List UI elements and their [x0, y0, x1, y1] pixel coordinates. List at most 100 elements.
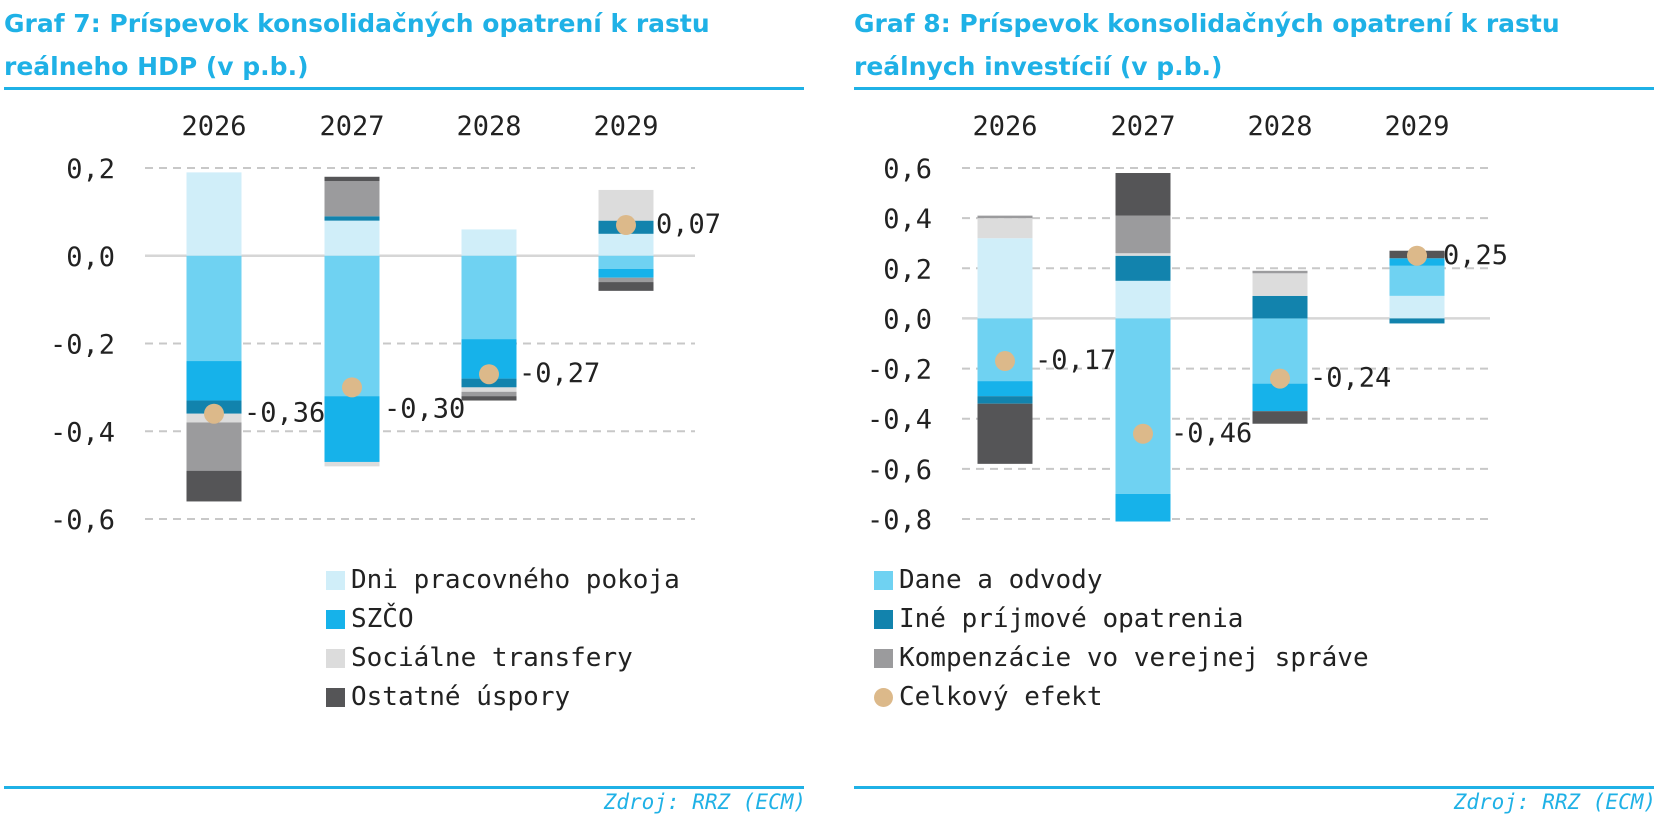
bar-segment	[1389, 318, 1445, 324]
bar-segment	[598, 255, 654, 269]
legend-label: Sociálne transfery	[351, 643, 633, 673]
legend-swatch	[874, 610, 893, 629]
y-tick-label: 0,6	[883, 154, 932, 185]
legend-label: Dane a odvody	[899, 565, 1103, 595]
legend-item: Celkový efekt	[874, 682, 1103, 712]
total-data-label: -0,24	[1310, 363, 1391, 394]
title-divider	[854, 87, 1654, 90]
bar-segment	[1115, 318, 1171, 494]
total-data-label: -0,17	[1035, 345, 1116, 376]
bar-segment	[324, 255, 380, 397]
legend-label: SZČO	[351, 604, 414, 634]
x-tick-label: 2027	[319, 111, 384, 142]
bar-segment	[598, 282, 654, 291]
legend-item: Dane a odvody	[874, 565, 1103, 595]
legend-swatch	[326, 688, 345, 707]
chart-title: Graf 8: Príspevok konsolidačných opatren…	[854, 2, 1654, 88]
chart-title: Graf 7: Príspevok konsolidačných opatren…	[4, 2, 804, 88]
legend-swatch	[326, 571, 345, 590]
bar-segment	[186, 422, 242, 471]
legend-item: Iné príjmové opatrenia	[874, 604, 1243, 634]
y-tick-label: 0,2	[883, 254, 932, 285]
total-data-label: -0,36	[244, 398, 325, 429]
bar-segment	[1115, 493, 1171, 522]
legend-label: Kompenzácie vo verejnej správe	[899, 643, 1369, 673]
x-tick-label: 2026	[972, 111, 1037, 142]
legend-label: Ostatné úspory	[351, 682, 571, 712]
total-marker	[342, 377, 362, 398]
bar-segment	[1115, 215, 1171, 254]
bar-segment	[1252, 411, 1308, 424]
chart-plot-area: 2026 2027 2028 2029 0,2 0,0 -0,2 -0,4 -0,6 -0,36 -…	[50, 111, 721, 536]
legend-label: Celkový efekt	[899, 682, 1103, 712]
chart-panel-graf-7: Graf 7: Príspevok konsolidačných opatren…	[0, 0, 806, 825]
bar-segment	[324, 181, 380, 217]
title-divider	[4, 87, 804, 90]
y-tick-label: -0,8	[867, 505, 932, 536]
y-tick-label: 0,4	[883, 204, 932, 235]
legend-swatch	[874, 649, 893, 668]
y-tick-label: 0,0	[66, 242, 115, 273]
legend-swatch	[874, 571, 893, 590]
legend-item: Kompenzácie vo verejnej správe	[874, 643, 1369, 673]
total-marker	[204, 403, 224, 424]
bar-segment	[186, 172, 242, 256]
total-marker	[995, 351, 1015, 372]
bar-segment	[1115, 255, 1171, 281]
legend-item: Ostatné úspory	[326, 682, 570, 712]
chart-panel-graf-8: Graf 8: Príspevok konsolidačných opatren…	[850, 0, 1656, 825]
total-marker	[616, 215, 636, 236]
bar-segment	[598, 233, 654, 256]
x-tick-label: 2026	[181, 111, 246, 142]
total-data-label: -0,27	[519, 358, 600, 389]
y-tick-label: -0,6	[50, 505, 115, 536]
legend-item: SZČO	[326, 604, 414, 634]
legend-item: Sociálne transfery	[326, 643, 633, 673]
bar-segment	[1115, 280, 1171, 319]
y-tick-label: -0,4	[50, 417, 115, 448]
bar-segment	[461, 396, 517, 401]
total-marker	[1407, 245, 1427, 266]
bar-segment	[324, 176, 380, 182]
total-data-label: 0,07	[656, 209, 721, 240]
x-tick-label: 2029	[1384, 111, 1449, 142]
bar-segment	[324, 216, 380, 221]
y-tick-label: -0,2	[50, 330, 115, 361]
y-tick-label: -0,2	[867, 355, 932, 386]
bar-segment	[1252, 270, 1308, 274]
bar-segment	[977, 396, 1033, 404]
x-tick-label: 2027	[1110, 111, 1175, 142]
bar-segment	[977, 215, 1033, 219]
bar-segment	[461, 387, 517, 392]
bar-segment	[1252, 273, 1308, 296]
bar-segment	[977, 318, 1033, 382]
bar-segment	[1115, 253, 1171, 256]
chart-title-line-1: Graf 8: Príspevok konsolidačných opatren…	[854, 9, 1560, 38]
bar-segment	[461, 229, 517, 256]
total-data-label: -0,30	[384, 393, 465, 424]
total-marker	[1133, 423, 1153, 444]
bar-segment	[1252, 295, 1308, 319]
source-note: Zdroj: RRZ (ECM)	[603, 790, 806, 814]
y-tick-label: 0,2	[66, 154, 115, 185]
bar-segment	[598, 268, 654, 278]
total-marker	[479, 364, 499, 385]
legend-label: Iné príjmové opatrenia	[899, 604, 1244, 634]
bar-segment	[186, 470, 242, 502]
total-marker	[1270, 368, 1290, 389]
legend-label: Dni pracovného pokoja	[351, 565, 680, 595]
legend-item: Dni pracovného pokoja	[326, 565, 680, 595]
bar-segment	[977, 381, 1033, 397]
footer-divider	[4, 786, 804, 789]
legend-swatch	[326, 649, 345, 668]
bar-segment	[1115, 173, 1171, 216]
bar-segment	[461, 255, 517, 340]
source-note: Zdroj: RRZ (ECM)	[1453, 790, 1656, 814]
chart-plot-area: 2026 2027 2028 2029 0,6 0,4 0,2 0,0 -0,2 -0,4 -0,6…	[867, 111, 1508, 536]
y-tick-label: -0,6	[867, 455, 932, 486]
bar-segment	[977, 238, 1033, 319]
x-tick-label: 2028	[456, 111, 521, 142]
bar-segment	[977, 403, 1033, 464]
bar-segment	[324, 220, 380, 256]
x-tick-label: 2029	[593, 111, 658, 142]
